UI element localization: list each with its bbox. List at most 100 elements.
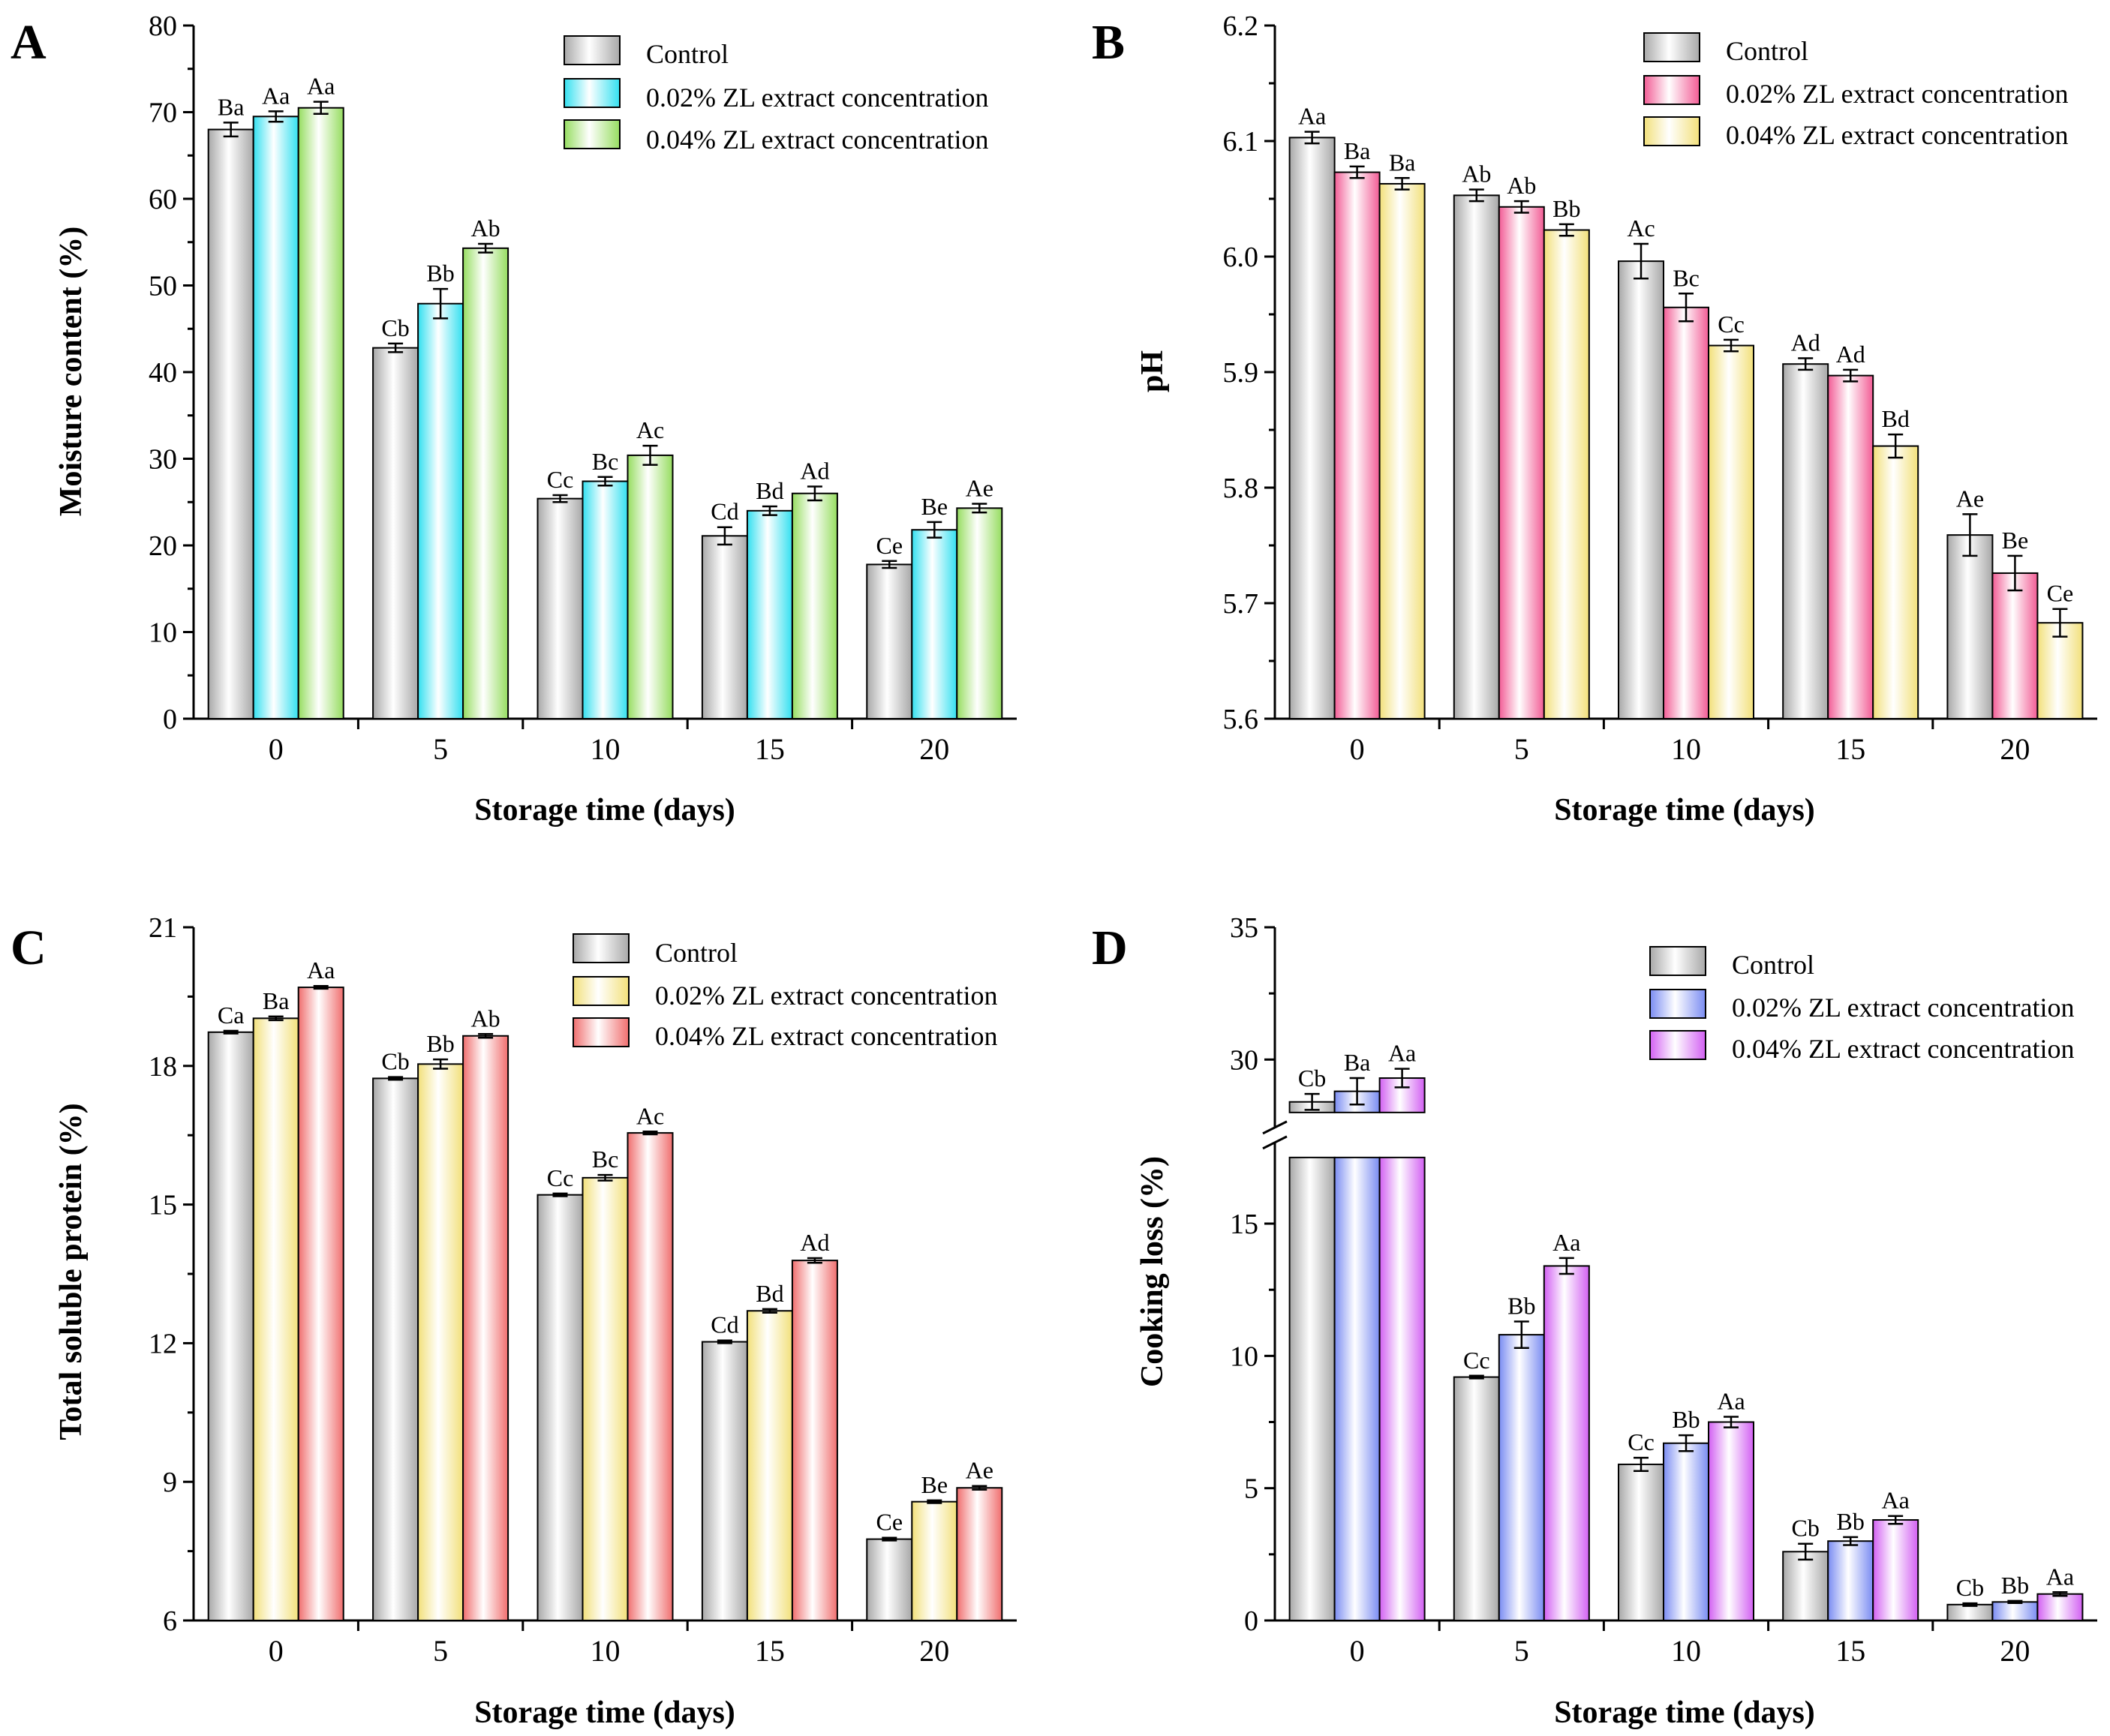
panel-b-significance-label: Ad [1791, 329, 1820, 356]
panel-c-y-tick-label: 15 [149, 1190, 177, 1221]
panel-a-y-tick-label: 20 [149, 530, 177, 562]
panel-b-bar [1378, 182, 1426, 720]
panel-d-significance-label: Bb [1837, 1508, 1865, 1535]
panel-a-bar [911, 529, 958, 720]
panel-a-significance-label: Bb [426, 260, 454, 287]
panel-b: B pH Storage time (days) Control 0.02% Z… [1092, 11, 2097, 827]
panel-a-y-tick-label: 10 [149, 617, 177, 649]
panel-d-significance-label: Bb [2001, 1572, 2029, 1599]
panel-a-legend-swatch-3 [564, 119, 621, 149]
panel-b-significance-label: Ad [1836, 341, 1865, 368]
panel-c-significance-label: Ce [876, 1509, 903, 1536]
panel-d-x-tick-label: 10 [1671, 1634, 1701, 1668]
panel-d-y-tick-label: 15 [1230, 1209, 1258, 1240]
panel-a-y-tick-label: 30 [149, 444, 177, 476]
panel-d-y-tick-label: 5 [1244, 1473, 1258, 1505]
panel-a-x-tick-label: 15 [755, 732, 785, 766]
panel-d-bar [1498, 1334, 1545, 1621]
panel-b-letter: B [1092, 15, 1125, 70]
panel-c-bar [417, 1063, 464, 1622]
panel-d-x-tick-label: 20 [2000, 1634, 2030, 1668]
panel-c-significance-label: Aa [307, 957, 335, 984]
panel-c-legend-label-2: 0.02% ZL extract concentration [655, 981, 997, 1011]
panel-a-legend: Control 0.02% ZL extract concentration 0… [646, 39, 988, 155]
panel-c-bar [252, 1017, 299, 1622]
panel-b-x-tick-label: 0 [1350, 732, 1365, 766]
panel-c-legend-label-3: 0.04% ZL extract concentration [655, 1021, 997, 1051]
panel-a-bar [791, 492, 838, 719]
panel-a-bar [627, 454, 674, 719]
panel-a-significance-label: Bc [592, 448, 619, 475]
panel-a-significance-label: Ac [636, 416, 664, 443]
panel-a-bar [417, 302, 464, 719]
panel-c-significance-label: Bd [756, 1280, 783, 1307]
panel-c-bar [462, 1035, 509, 1621]
panel-b-legend-label-2: 0.02% ZL extract concentration [1726, 79, 2068, 109]
panel-c-y-tick-label: 21 [149, 912, 177, 944]
panel-b-significance-label: Be [2002, 527, 2029, 554]
panel-c-significance-label: Ae [966, 1457, 993, 1484]
panel-a-significance-label: Ad [800, 457, 829, 484]
panel-c-significance-label: Bc [592, 1146, 619, 1173]
panel-a-x-tick-label: 0 [269, 732, 284, 766]
panel-d-bar [2036, 1593, 2084, 1621]
panel-a-legend-label-2: 0.02% ZL extract concentration [646, 83, 988, 113]
panel-d-significance-label: Bb [1672, 1406, 1700, 1433]
panel-c-y-tick-label: 9 [163, 1467, 177, 1498]
panel-a-significance-label: Ab [471, 215, 500, 242]
panel-b-y-tick-label: 5.6 [1223, 704, 1259, 735]
panel-d-significance-label: Aa [2046, 1563, 2074, 1590]
panel-b-bar [1782, 363, 1829, 719]
panel-c-significance-label: Ab [471, 1005, 500, 1032]
panel-a-significance-label: Ba [218, 93, 245, 120]
panel-a-x-tick-label: 10 [591, 732, 621, 766]
panel-d-significance-label: Ba [1344, 1049, 1371, 1076]
panel-b-y-tick-label: 6.2 [1223, 11, 1259, 42]
panel-c-bar [207, 1031, 254, 1622]
panel-c-x-tick-label: 5 [433, 1634, 448, 1668]
panel-b-legend-swatch-3 [1643, 116, 1700, 146]
panel-b-significance-label: Ba [1344, 137, 1371, 164]
panel-b-significance-label: Ab [1507, 172, 1536, 199]
panel-b-legend: Control 0.02% ZL extract concentration 0… [1726, 36, 2068, 150]
panel-a-legend-label-3: 0.04% ZL extract concentration [646, 125, 988, 155]
panel-d-legend-swatch-2 [1649, 989, 1706, 1019]
panel-a-significance-label: Be [921, 493, 948, 520]
panel-b-x-tick-label: 10 [1671, 732, 1701, 766]
panel-c-bar [372, 1077, 419, 1621]
panel-c-x-tick-label: 15 [755, 1634, 785, 1668]
panel-d-bar [1543, 1265, 1590, 1622]
panel-a-y-tick-label: 70 [149, 98, 177, 129]
panel-a-y-tick-label: 80 [149, 11, 177, 42]
panel-a-bar [582, 480, 629, 720]
panel-a-y-axis-title: Moisture content (%) [54, 227, 89, 516]
panel-c-y-axis-title: Total soluble protein (%) [54, 1103, 89, 1440]
panel-d-y-tick-label: 35 [1230, 912, 1258, 944]
panel-c-x-tick-label: 0 [269, 1634, 284, 1668]
panel-b-y-tick-label: 5.9 [1223, 357, 1259, 389]
panel-b-bar [1543, 229, 1590, 719]
panel-d-legend-swatch-3 [1649, 1030, 1706, 1060]
panel-d-legend-swatch-1 [1649, 946, 1706, 976]
panel-b-significance-label: Ae [1956, 485, 1984, 512]
panel-a-legend-swatch-1 [564, 35, 621, 65]
panel-c-x-axis-title: Storage time (days) [474, 1695, 735, 1730]
panel-b-x-axis-title: Storage time (days) [1554, 793, 1815, 827]
panel-a-legend-swatch-2 [564, 78, 621, 108]
panel-c-bar [582, 1176, 629, 1621]
panel-a-significance-label: Ae [966, 475, 993, 502]
panel-b-significance-label: Ab [1462, 161, 1491, 188]
panel-a-y-tick-label: 0 [163, 704, 177, 735]
panel-d-significance-label: Bb [1507, 1293, 1535, 1320]
panel-c-y-tick-label: 6 [163, 1605, 177, 1637]
panel-a-bar [207, 128, 254, 720]
panel-c-bar [791, 1260, 838, 1621]
panel-a-y-tick-label: 40 [149, 357, 177, 389]
panel-d: D Cooking loss (%) Storage time (days) C… [1092, 912, 2097, 1730]
panel-c-bar [911, 1500, 958, 1621]
panel-b-y-tick-label: 5.8 [1223, 473, 1259, 504]
panel-b-significance-label: Ba [1389, 149, 1416, 176]
panel-b-legend-swatch-2 [1643, 75, 1700, 105]
panel-d-significance-label: Cb [1298, 1065, 1326, 1092]
panel-d-x-tick-label: 15 [1835, 1634, 1865, 1668]
